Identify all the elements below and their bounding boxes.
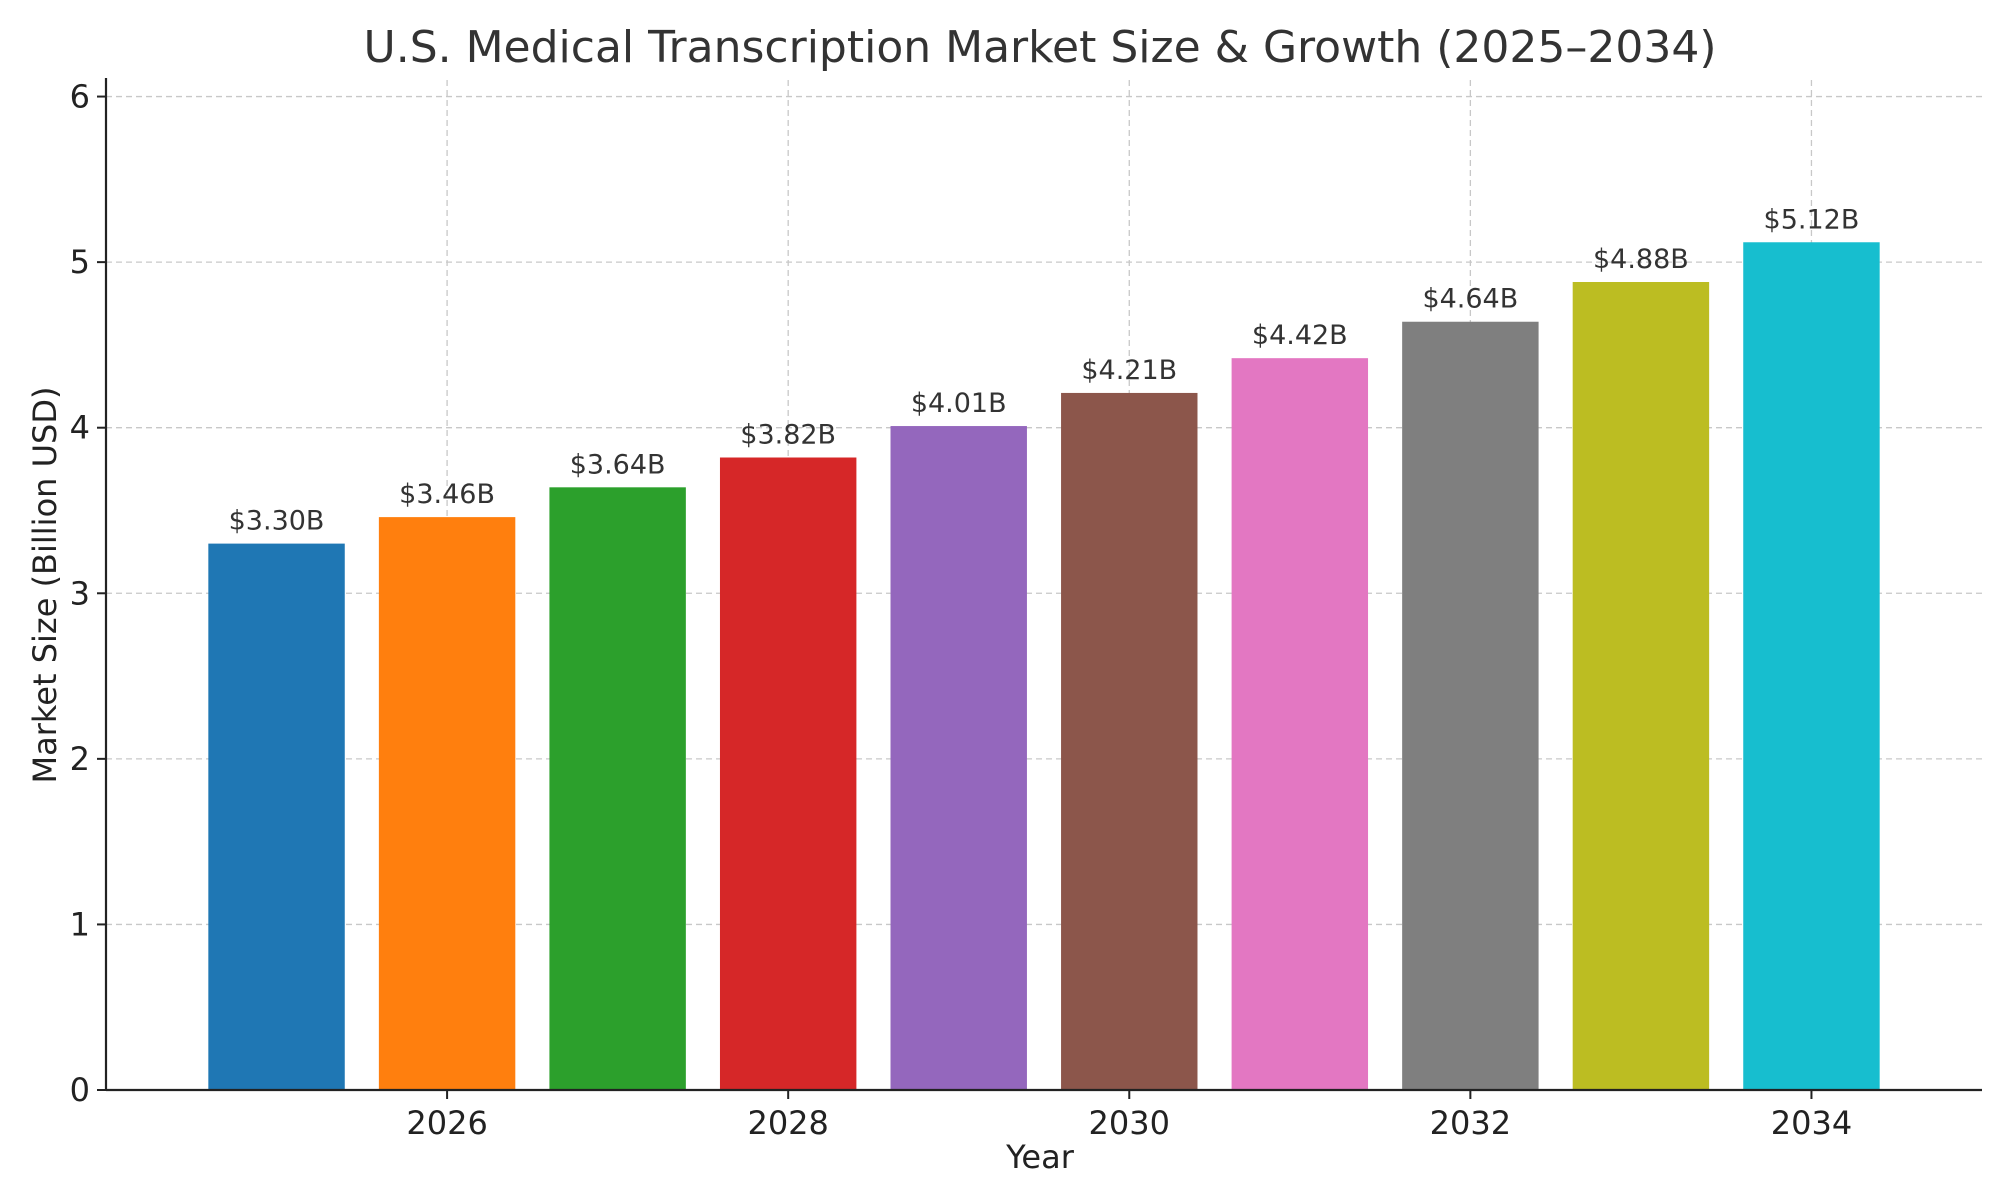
y-tick-label-0: 0 — [70, 1071, 90, 1109]
x-tick-label-2030: 2030 — [1089, 1104, 1170, 1142]
bar-2028 — [719, 457, 857, 1091]
y-axis-label: Market Size (Billion USD) — [26, 387, 64, 784]
bar-2026 — [378, 517, 516, 1090]
x-tick-label-2028: 2028 — [747, 1104, 828, 1142]
bar-2027 — [549, 487, 686, 1090]
data-label-2027: $3.64B — [570, 449, 666, 480]
y-tick-label-4: 4 — [70, 409, 90, 447]
x-tick-label-2034: 2034 — [1771, 1104, 1852, 1142]
data-label-2030: $4.21B — [1081, 355, 1177, 386]
data-labels: $3.30B $3.46B $3.64B $3.82B $4.01B $4.21B $4.4… — [229, 204, 1860, 536]
y-tick-label-5: 5 — [70, 243, 90, 281]
data-label-2028: $3.82B — [740, 420, 836, 451]
bar-2030 — [1061, 392, 1198, 1090]
bar-2029 — [890, 426, 1027, 1090]
chart-title: U.S. Medical Transcription Market Size &… — [364, 22, 1717, 73]
bar-2025 — [208, 543, 345, 1090]
y-tick-label-1: 1 — [70, 905, 90, 943]
data-label-2025: $3.30B — [229, 506, 325, 537]
axes: 0 1 2 3 4 5 6 2026 2028 2030 2032 2034 — [70, 78, 1982, 1142]
x-axis-label: Year — [1005, 1138, 1075, 1176]
data-label-2033: $4.88B — [1593, 244, 1689, 275]
bar-2032 — [1402, 321, 1539, 1091]
y-tick-label-2: 2 — [70, 740, 90, 778]
data-label-2026: $3.46B — [399, 479, 495, 510]
y-tick-label-6: 6 — [70, 78, 90, 116]
bar-2034 — [1743, 242, 1880, 1090]
data-label-2031: $4.42B — [1252, 320, 1348, 351]
bar-2033 — [1572, 282, 1710, 1090]
y-tick-label-3: 3 — [70, 574, 90, 612]
bars — [208, 242, 1880, 1091]
data-label-2029: $4.01B — [911, 388, 1007, 419]
bar-2031 — [1231, 358, 1369, 1090]
x-tick-label-2032: 2032 — [1430, 1104, 1511, 1142]
data-label-2032: $4.64B — [1422, 284, 1518, 315]
data-label-2034: $5.12B — [1764, 204, 1860, 235]
x-tick-label-2026: 2026 — [406, 1104, 487, 1142]
